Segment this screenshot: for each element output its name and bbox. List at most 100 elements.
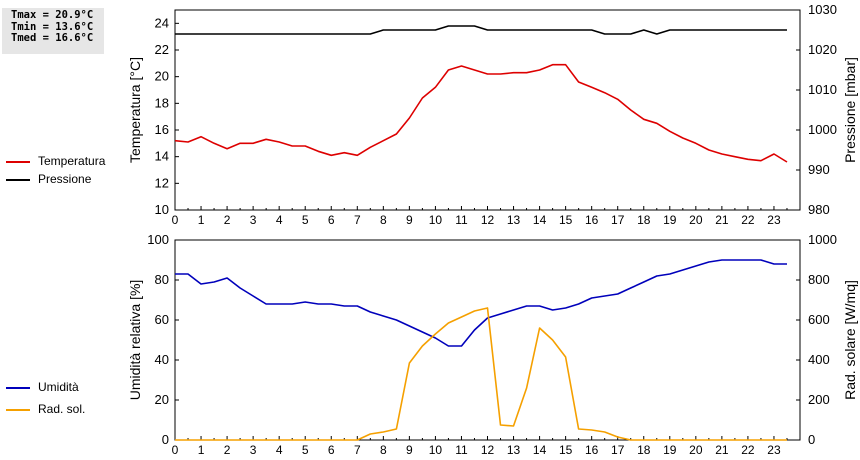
chart1-xtick-label: 20	[689, 213, 703, 227]
chart1-series-2-point	[383, 29, 384, 30]
chart1-series-2-point	[357, 33, 358, 34]
chart2-xtick-label: 3	[250, 443, 257, 457]
chart1-xtick-label: 22	[741, 213, 755, 227]
chart2-series-2-point	[539, 327, 540, 328]
chart2-series-1-point	[500, 313, 501, 314]
chart1-series-2-point	[708, 29, 709, 30]
chart1-series-1-point	[682, 137, 683, 138]
chart2-series-2-point	[565, 356, 566, 357]
chart2-ytick-label-left: 20	[155, 392, 169, 407]
stats-box: Tmax = 20.9°C Tmin = 13.6°C Tmed = 16.6°…	[2, 8, 104, 54]
chart2-series-2-point	[669, 439, 670, 440]
chart2-series-1-point	[539, 305, 540, 306]
chart2-series-2-point	[526, 387, 527, 388]
chart2-series-1-point	[292, 303, 293, 304]
chart1-series-1-point	[591, 87, 592, 88]
chart1-series-1-point	[760, 160, 761, 161]
chart2-series-1-point	[578, 303, 579, 304]
chart1-xtick-label: 0	[172, 213, 179, 227]
chart2-series-1-point	[370, 311, 371, 312]
chart2-series-1-point	[760, 259, 761, 260]
chart2-series-1-point	[318, 303, 319, 304]
chart1-series-2-point	[643, 29, 644, 30]
chart1-series-2-point	[669, 29, 670, 30]
chart1-series-2-point	[552, 29, 553, 30]
chart2-series-2-point	[708, 439, 709, 440]
stats-tmed: Tmed = 16.6°C	[11, 32, 94, 44]
chart2-ytick-label-left: 60	[155, 312, 169, 327]
chart2-plot-frame	[174, 239, 801, 441]
chart1-series-2-point	[305, 33, 306, 34]
chart1-series-1-point	[174, 140, 175, 141]
chart1-xtick-label: 8	[380, 213, 387, 227]
chart1-series-1-point	[435, 87, 436, 88]
chart2-ytick-label-left: 0	[162, 432, 169, 447]
chart1-series-2-point	[500, 29, 501, 30]
chart1-xtick-label: 6	[328, 213, 335, 227]
chart1-series-1-point	[240, 143, 241, 144]
chart1-series-2-point	[773, 29, 774, 30]
chart2-xtick-label: 5	[302, 443, 309, 457]
chart2-series-2-point	[760, 439, 761, 440]
chart2-xtick-label: 7	[354, 443, 361, 457]
chart2-series-1-point	[344, 305, 345, 306]
chart1-series-1-point	[643, 119, 644, 120]
chart1-series-1-point	[292, 145, 293, 146]
chart2-ytick-label-right: 200	[808, 392, 830, 407]
chart2-series-2-point	[721, 439, 722, 440]
chart2-xtick-label: 19	[663, 443, 677, 457]
chart1-series-2-point	[174, 33, 175, 34]
chart1-series-2-point	[539, 29, 540, 30]
legend-swatch-temperatura	[6, 161, 30, 163]
chart2-xtick-label: 21	[715, 443, 729, 457]
chart2-series-1-point	[474, 329, 475, 330]
chart2-series-2-point	[187, 439, 188, 440]
chart2-series-1-point	[422, 331, 423, 332]
legend-label-umidita: Umidità	[38, 380, 79, 394]
chart1-series-2-point	[695, 29, 696, 30]
chart1-series-1-point	[695, 143, 696, 144]
chart1-ytick-label-left: 12	[155, 175, 169, 190]
chart2-series-1-point	[721, 259, 722, 260]
chart1-xtick-label: 1	[198, 213, 205, 227]
chart2-series-2-point	[305, 439, 306, 440]
chart1-series-1-point	[383, 140, 384, 141]
chart1-series-1-point	[409, 117, 410, 118]
chart2-ytick-label-right: 0	[808, 432, 815, 447]
chart1-xtick-label: 21	[715, 213, 729, 227]
chart1-series-1-point	[187, 141, 188, 142]
chart1-series-2-point	[526, 29, 527, 30]
chart2-series-1-point	[734, 259, 735, 260]
chart2-series-2-point	[344, 439, 345, 440]
chart1-series-1-point	[500, 73, 501, 74]
chart1-series-line-2	[175, 25, 787, 35]
chart1-series-1-point	[630, 109, 631, 110]
chart1-series-1-point	[565, 64, 566, 65]
chart2-xtick-label: 16	[585, 443, 599, 457]
chart2-series-1-point	[604, 295, 605, 296]
chart2-series-1-point	[253, 295, 254, 296]
chart1-series-1-point	[227, 148, 228, 149]
chart1-series-2-point	[240, 33, 241, 34]
chart2-ylabel-right: Rad. solare [W/mq]	[842, 280, 858, 400]
chart2-series-1-point	[174, 273, 175, 274]
chart1-series-2-point	[617, 33, 618, 34]
chart1-ytick-label-left: 22	[155, 42, 169, 57]
chart1-series-1-point	[200, 136, 201, 137]
chart1-xtick-label: 15	[559, 213, 573, 227]
chart1-series-1-point	[357, 155, 358, 156]
chart2-series-1-point	[773, 263, 774, 264]
chart2-xtick-label: 22	[741, 443, 755, 457]
chart2-series-line-2	[175, 307, 787, 441]
chart2-series-1-point	[357, 305, 358, 306]
chart1-series-2-point	[513, 29, 514, 30]
chart2-series-2-point	[630, 439, 631, 440]
chart2-series-2-point	[227, 439, 228, 440]
chart1-series-2-point	[227, 33, 228, 34]
chart1-ytick-label-left: 10	[155, 202, 169, 217]
chart1-series-2-point	[578, 29, 579, 30]
chart1-series-2-point	[422, 29, 423, 30]
chart1-series-1-point	[773, 153, 774, 154]
chart2-xtick-label: 20	[689, 443, 703, 457]
chart1-series-1-point	[253, 143, 254, 144]
